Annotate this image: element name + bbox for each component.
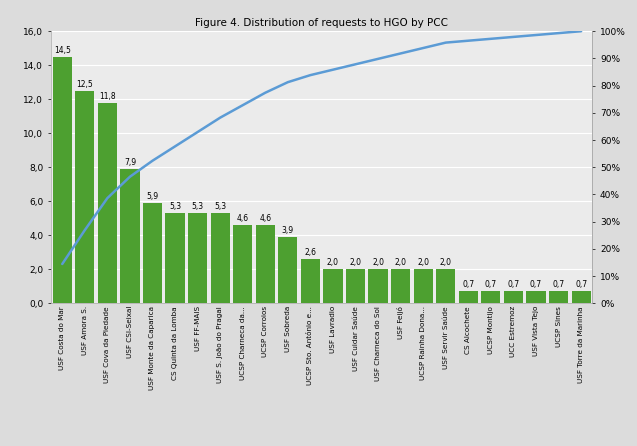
Text: 4,6: 4,6 (237, 214, 249, 223)
Text: 5,3: 5,3 (214, 202, 226, 211)
Bar (301, 259, 320, 303)
Bar (504, 291, 523, 303)
Text: 11,8: 11,8 (99, 91, 116, 101)
Text: 2,0: 2,0 (440, 258, 452, 267)
Text: 0,7: 0,7 (575, 281, 587, 289)
Text: 5,3: 5,3 (169, 202, 181, 211)
Bar (120, 169, 140, 303)
Bar (278, 237, 297, 303)
Text: 12,5: 12,5 (76, 80, 93, 89)
Bar (188, 213, 207, 303)
Text: 0,7: 0,7 (530, 281, 542, 289)
Text: 5,3: 5,3 (192, 202, 204, 211)
Text: 3,9: 3,9 (282, 226, 294, 235)
Bar (166, 213, 185, 303)
Text: 2,0: 2,0 (417, 258, 429, 267)
Bar (571, 291, 590, 303)
Text: 4,6: 4,6 (259, 214, 271, 223)
Text: 14,5: 14,5 (54, 45, 71, 55)
Bar (391, 269, 410, 303)
Text: 5,9: 5,9 (147, 192, 159, 201)
Bar (143, 203, 162, 303)
Bar (482, 291, 501, 303)
Bar (346, 269, 365, 303)
Text: 0,7: 0,7 (552, 281, 564, 289)
Bar (413, 269, 433, 303)
Text: 0,7: 0,7 (508, 281, 520, 289)
Text: 2,0: 2,0 (395, 258, 406, 267)
Text: 7,9: 7,9 (124, 158, 136, 167)
Bar (97, 103, 117, 303)
Bar (211, 213, 230, 303)
Text: 2,6: 2,6 (304, 248, 317, 257)
Text: 0,7: 0,7 (485, 281, 497, 289)
Text: 2,0: 2,0 (350, 258, 362, 267)
Text: 0,7: 0,7 (462, 281, 475, 289)
Bar (526, 291, 546, 303)
Bar (255, 225, 275, 303)
Bar (549, 291, 568, 303)
Bar (324, 269, 343, 303)
Text: 2,0: 2,0 (372, 258, 384, 267)
Bar (233, 225, 252, 303)
Bar (368, 269, 388, 303)
Title: Figure 4. Distribution of requests to HGO by PCC: Figure 4. Distribution of requests to HG… (195, 18, 448, 28)
Bar (459, 291, 478, 303)
Bar (436, 269, 455, 303)
Bar (75, 91, 94, 303)
Bar (53, 57, 72, 303)
Text: 2,0: 2,0 (327, 258, 339, 267)
